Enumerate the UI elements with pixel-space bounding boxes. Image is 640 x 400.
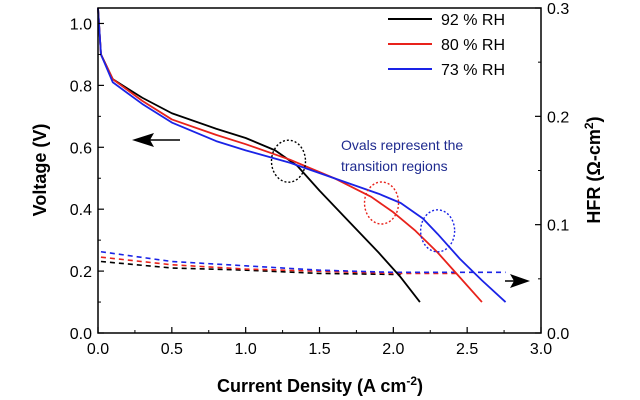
left-axis-arrow <box>132 133 180 147</box>
legend-label-73rh: 73 % RH <box>441 62 505 79</box>
hfr-line-80rh <box>100 256 460 275</box>
right-y-tick-label: 0.1 <box>547 218 569 235</box>
right-axis-arrow-head <box>510 274 530 288</box>
right-y-axis-title-superscript: 2 <box>582 122 596 129</box>
plot-frame <box>97 7 542 334</box>
hfr-line-92rh <box>100 260 401 276</box>
hfr-series-layer <box>100 250 506 276</box>
legend-label-80rh: 80 % RH <box>441 37 505 54</box>
x-tick-label: 2.0 <box>382 341 404 358</box>
right-y-axis-title-end: ) <box>584 116 604 122</box>
x-tick-label: 1.5 <box>308 341 330 358</box>
left-y-tick-label: 0.8 <box>70 78 92 95</box>
left-y-tick-label: 1.0 <box>70 16 92 33</box>
right-y-axis-title-main: HFR (Ω-cm <box>584 129 604 223</box>
transition-oval-80rh <box>363 181 400 225</box>
annotation-line-1: Ovals represent the <box>341 137 463 153</box>
right-axis-arrow <box>505 274 530 288</box>
right-y-tick-label: 0.2 <box>547 109 569 126</box>
hfr-line-73rh <box>100 250 506 274</box>
legend-label-92rh: 92 % RH <box>441 12 505 29</box>
right-y-axis-ticks: 0.0 0.1 0.2 0.3 <box>535 1 569 343</box>
left-y-axis-title: Voltage (V) <box>30 124 50 217</box>
left-y-tick-label: 0.0 <box>70 326 92 343</box>
right-y-tick-label: 0.3 <box>547 1 569 18</box>
annotation-line-2: transition regions <box>341 158 448 174</box>
x-axis-title-superscript: -2 <box>406 374 417 388</box>
polarization-line-80rh <box>97 7 483 303</box>
x-axis-ticks: 0.0 0.5 1.0 1.5 2.0 2.5 3.0 <box>87 327 552 358</box>
x-tick-label: 2.5 <box>456 341 478 358</box>
left-y-tick-label: 0.4 <box>70 202 92 219</box>
transition-oval-layer <box>270 139 456 253</box>
x-tick-label: 1.0 <box>235 341 257 358</box>
x-tick-label: 0.5 <box>161 341 183 358</box>
transition-oval-73rh <box>419 209 456 253</box>
x-axis-title-end: ) <box>417 376 423 396</box>
x-axis-title: Current Density (A cm-2) <box>217 374 423 396</box>
left-y-tick-label: 0.2 <box>70 264 92 281</box>
transition-oval-92rh <box>270 139 307 183</box>
x-tick-label: 0.0 <box>87 341 109 358</box>
right-y-axis-title: HFR (Ω-cm2) <box>582 116 604 223</box>
left-y-tick-label: 0.6 <box>70 140 92 157</box>
left-axis-arrow-head <box>132 133 154 147</box>
right-y-tick-label: 0.0 <box>547 326 569 343</box>
x-axis-title-main: Current Density (A cm <box>217 376 406 396</box>
legend: 92 % RH 80 % RH 73 % RH <box>388 12 505 79</box>
x-tick-label: 3.0 <box>530 341 552 358</box>
left-y-axis-ticks: 0.0 0.2 0.4 0.6 0.8 1.0 <box>70 16 104 343</box>
